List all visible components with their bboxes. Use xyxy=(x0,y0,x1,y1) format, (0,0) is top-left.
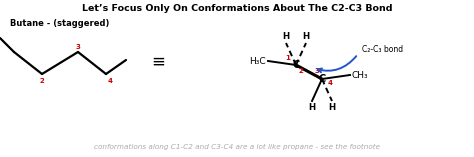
Text: 2: 2 xyxy=(299,68,303,74)
Text: H: H xyxy=(302,32,310,41)
Text: C: C xyxy=(319,74,326,84)
Text: H: H xyxy=(328,103,336,112)
Text: Let’s Focus Only On Conformations About The C2-C3 Bond: Let’s Focus Only On Conformations About … xyxy=(82,4,392,13)
Text: conformations along C1-C2 and C3-C4 are a lot like propane - see the footnote: conformations along C1-C2 and C3-C4 are … xyxy=(94,144,380,150)
Text: H: H xyxy=(309,103,316,112)
Text: 3: 3 xyxy=(75,44,81,50)
Text: H₃C: H₃C xyxy=(249,57,266,65)
Text: 4: 4 xyxy=(328,80,332,86)
Text: 3: 3 xyxy=(315,68,319,74)
Text: H: H xyxy=(283,32,290,41)
Text: 1: 1 xyxy=(285,55,291,61)
Text: 2: 2 xyxy=(40,78,45,84)
Text: C: C xyxy=(292,60,300,70)
Text: 4: 4 xyxy=(108,78,112,84)
Text: CH₃: CH₃ xyxy=(352,70,369,79)
Text: Butane - (staggered): Butane - (staggered) xyxy=(10,19,109,28)
FancyArrowPatch shape xyxy=(318,56,356,72)
Text: ≡: ≡ xyxy=(151,53,165,71)
Text: C₂-C₃ bond: C₂-C₃ bond xyxy=(362,44,403,54)
